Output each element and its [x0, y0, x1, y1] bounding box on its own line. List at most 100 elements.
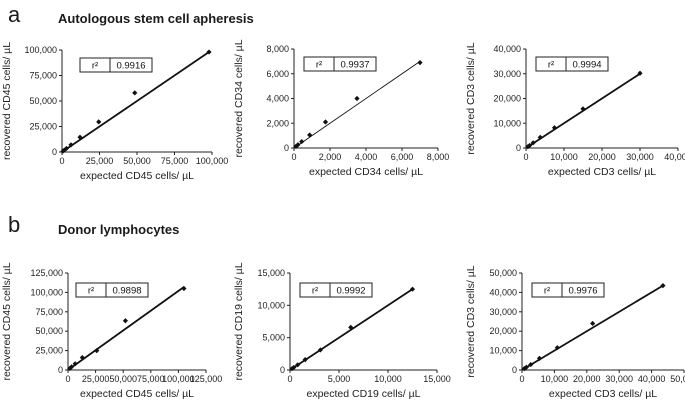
chart-svg: 0 2,000 4,000 6,000 8,000 0 2,000 4,000 6,000 8,0… [233, 39, 450, 178]
y-axis-title: recovered CD3 cells/ µL [465, 265, 477, 377]
data-point [551, 125, 558, 131]
data-point [122, 318, 129, 324]
data-point [537, 134, 543, 140]
data-point [206, 49, 212, 55]
x-tick-label: 50,000 [670, 374, 685, 384]
x-axis-title: expected CD3 cells/ µL [549, 388, 657, 400]
data-point [417, 60, 423, 66]
x-tick-label: 2,000 [319, 152, 342, 162]
data-point [289, 366, 295, 372]
y-tick-label: 20,000 [493, 94, 521, 104]
data-point [660, 283, 666, 289]
x-tick-label: 20,000 [588, 152, 616, 162]
y-axis-title: recovered CD45 cells/ µL [1, 42, 13, 160]
y-tick-label: 30,000 [489, 307, 517, 317]
y-tick-label: 0 [52, 147, 57, 157]
x-tick-label: 30,000 [626, 152, 654, 162]
panel-letter-b: b [8, 212, 21, 237]
x-tick-label: 10,000 [541, 374, 569, 384]
y-tick-label: 15,000 [257, 268, 285, 278]
y-tick-label: 125,000 [30, 268, 63, 278]
r2-value: 0.9937 [340, 60, 369, 71]
panel-letter-a: a [8, 2, 21, 27]
chart-svg: 0 25,000 50,000 75,000100,000125,000025,000… [1, 262, 222, 400]
regression-line [521, 284, 664, 371]
x-axis-title: expected CD34 cells/ µL [309, 166, 423, 178]
regression-line [289, 288, 413, 371]
chart-b1-cd45: 0 25,000 50,000 75,000 100,000 125,000 0 25,000… [0, 262, 222, 408]
y-axis-title: recovered CD19 cells/ µL [233, 262, 245, 380]
x-tick-label: 100,000 [196, 156, 229, 166]
r2-value: 0.9976 [568, 286, 597, 297]
y-tick-label: 50,000 [29, 96, 57, 106]
data-point [60, 148, 66, 154]
regression-line [61, 51, 210, 153]
r2-label: r² [544, 286, 550, 297]
x-tick-label: 75,000 [137, 374, 165, 384]
r2-box [535, 56, 609, 72]
data-point [132, 90, 138, 96]
y-tick-label: 10,000 [493, 118, 521, 128]
r2-box [531, 282, 605, 298]
x-tick-label: 40,000 [664, 152, 685, 162]
y-tick-label: 40,000 [489, 287, 517, 297]
x-tick-label: 5,000 [328, 374, 351, 384]
regression-line [293, 61, 421, 149]
data-point [307, 132, 313, 138]
data-point [302, 357, 308, 363]
x-axis-title: expected CD45 cells/ µL [80, 170, 194, 182]
regression-line [67, 286, 185, 371]
x-axis-title: expected CD45 cells/ µL [80, 388, 194, 400]
y-axis-title: recovered CD45 cells/ µL [1, 262, 13, 380]
x-tick-label: 8,000 [427, 152, 450, 162]
chart-svg: 0 10,000 20,000 30,000 40,000 50,000 0 10,000 20… [465, 265, 685, 400]
r2-label: r² [312, 286, 318, 297]
data-point [299, 138, 305, 145]
data-point [317, 347, 323, 353]
y-axis-title: recovered CD3 cells/ µL [465, 42, 477, 154]
chart-svg: 0 25,000 50,000 75,000 100,000 0 25,000 50,000 7… [1, 42, 228, 182]
y-tick-label: 2,000 [266, 118, 289, 128]
data-point [322, 119, 329, 125]
y-tick-label: 10,000 [257, 300, 285, 310]
y-tick-label: 75,000 [35, 307, 63, 317]
x-tick-label: 0 [287, 374, 292, 384]
x-tick-label: 50,000 [109, 374, 137, 384]
y-tick-label: 6,000 [266, 69, 289, 79]
y-tick-label: 100,000 [24, 45, 57, 55]
y-tick-label: 75,000 [29, 71, 57, 81]
data-point [354, 95, 360, 102]
y-tick-label: 0 [284, 143, 289, 153]
x-tick-label: 6,000 [391, 152, 414, 162]
x-tick-label: 0 [59, 156, 64, 166]
chart-svg: 0 10,000 20,000 30,000 40,000 0 10,000 20,000 30… [465, 42, 685, 178]
chart-b3-cd3: 0 10,000 20,000 30,000 40,000 50,000 0 10,000 20… [464, 262, 685, 408]
r2-box [299, 282, 373, 298]
y-tick-label: 0 [512, 365, 517, 375]
y-axis-title: recovered CD34 cells/ µL [233, 39, 245, 157]
r2-value: 0.9898 [112, 286, 141, 297]
y-tick-label: 25,000 [29, 122, 57, 132]
y-tick-label: 50,000 [489, 268, 517, 278]
data-point [77, 134, 83, 140]
y-tick-label: 8,000 [266, 44, 289, 54]
x-tick-label: 15,000 [423, 374, 451, 384]
data-point [67, 365, 73, 372]
y-tick-label: 40,000 [493, 44, 521, 54]
r2-label: r² [316, 60, 322, 71]
x-tick-label: 30,000 [605, 374, 633, 384]
r2-label: r² [548, 60, 554, 71]
y-tick-label: 100,000 [30, 287, 63, 297]
y-tick-label: 5,000 [262, 333, 285, 343]
x-tick-label: 25,000 [82, 374, 110, 384]
data-point [590, 320, 596, 327]
y-tick-label: 4,000 [266, 94, 289, 104]
x-tick-label: 25,000 [86, 156, 114, 166]
r2-value: 0.9992 [336, 286, 365, 297]
x-tick-label: 20,000 [573, 374, 601, 384]
y-tick-label: 0 [280, 365, 285, 375]
chart-svg: 0 5,000 10,000 15,00005,00010,00015,000expe… [233, 262, 451, 400]
data-point [637, 70, 643, 76]
data-point [291, 364, 297, 371]
y-tick-label: 0 [516, 143, 521, 153]
